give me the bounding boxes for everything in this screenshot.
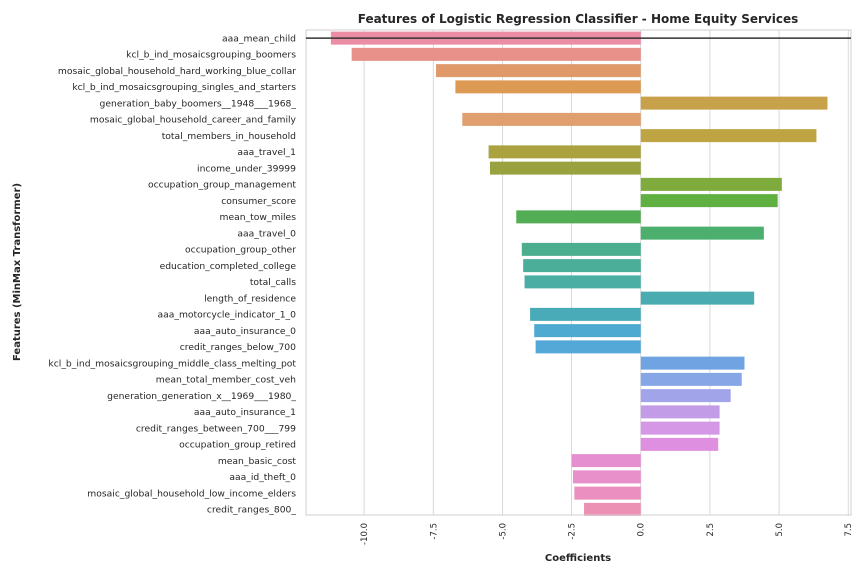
y-tick-label: credit_ranges_800_ — [207, 505, 296, 516]
bar — [462, 112, 641, 126]
y-tick-label: kcl_b_ind_mosaicsgrouping_middle_class_m… — [48, 358, 296, 369]
y-tick-label: length_of_residence — [204, 293, 296, 304]
bar — [640, 405, 720, 419]
y-tick-label: aaa_auto_insurance_0 — [194, 326, 296, 337]
y-tick-label: education_completed_college — [160, 261, 297, 272]
x-axis-label: Coefficients — [545, 553, 611, 564]
bar — [640, 129, 817, 143]
bar — [640, 291, 755, 305]
bar-layer — [330, 31, 828, 516]
y-tick-label: occupation_group_management — [148, 180, 296, 191]
chart-title: Features of Logistic Regression Classifi… — [358, 12, 799, 26]
bar — [640, 356, 745, 370]
bar — [535, 340, 641, 354]
bar — [640, 194, 778, 208]
x-tick-label: 5.0 — [775, 523, 785, 537]
x-tick-label: 2.5 — [706, 523, 716, 537]
y-tick-label: occupation_group_other — [185, 245, 296, 256]
y-tick-label: mosaic_global_household_career_and_famil… — [90, 115, 297, 126]
y-tick-label: mean_total_member_cost_veh — [156, 375, 296, 386]
y-tick-label: credit_ranges_below_700 — [180, 342, 296, 353]
bar — [640, 421, 720, 435]
grid-layer — [363, 30, 849, 515]
bar — [516, 210, 641, 224]
y-tick-label: mean_basic_cost — [218, 456, 297, 467]
bar — [640, 437, 719, 451]
x-tick-label: -10.0 — [360, 523, 370, 545]
y-tick-label: aaa_id_theft_0 — [229, 472, 296, 483]
x-tick-label: -5.0 — [498, 523, 508, 540]
bar — [640, 177, 782, 191]
bar — [640, 226, 764, 240]
y-tick-label: aaa_auto_insurance_1 — [194, 407, 296, 418]
y-tick-label: kcl_b_ind_mosaicsgrouping_boomers — [126, 50, 296, 61]
y-tick-label: mean_tow_miles — [220, 212, 297, 223]
bar — [524, 275, 641, 289]
x-tick-label: 7.5 — [844, 523, 854, 537]
y-tick-labels: aaa_mean_child kcl_b_ind_mosaicsgrouping_… — [48, 33, 296, 515]
y-tick-label: aaa_motorcycle_indicator_1_0 — [157, 310, 296, 321]
y-tick-label: aaa_mean_child — [222, 33, 296, 44]
y-tick-label: aaa_travel_1 — [237, 147, 296, 158]
y-tick-label: consumer_score — [221, 196, 296, 207]
y-axis-label: Features (MinMax Transformer) — [12, 183, 23, 361]
bar — [489, 161, 641, 175]
y-tick-label: occupation_group_retired — [179, 440, 296, 451]
y-tick-label: income_under_39999 — [197, 163, 296, 174]
y-tick-label: aaa_travel_0 — [237, 228, 296, 239]
bar — [584, 502, 641, 516]
bar — [574, 486, 641, 500]
y-tick-label: mosaic_global_household_hard_working_blu… — [58, 66, 296, 77]
bar — [572, 470, 641, 484]
bar — [640, 389, 731, 403]
bar — [351, 47, 641, 61]
bar — [436, 64, 641, 78]
bar — [488, 145, 641, 159]
x-tick-label: -7.5 — [429, 523, 439, 540]
y-tick-label: generation_generation_x__1969___1980_ — [107, 391, 296, 402]
bar — [530, 307, 641, 321]
bar — [521, 242, 641, 256]
y-tick-label: credit_ranges_between_700___799 — [136, 423, 296, 434]
bar — [455, 80, 641, 94]
bar — [534, 324, 641, 338]
y-tick-label: total_calls — [250, 277, 296, 288]
y-tick-label: kcl_b_ind_mosaicsgrouping_singles_and_st… — [72, 82, 296, 93]
bar — [640, 372, 742, 386]
x-tick-label: 0.0 — [637, 523, 647, 537]
bar — [640, 96, 828, 110]
x-tick-labels: -10.0 -7.5 -5.0 -2.5 0.0 2.5 5.0 7.5 — [360, 523, 854, 545]
bar — [523, 259, 641, 273]
x-tick-label: -2.5 — [568, 523, 578, 540]
y-tick-label: mosaic_global_household_low_income_elder… — [87, 488, 296, 499]
y-tick-label: generation_baby_boomers__1948___1968_ — [100, 98, 297, 109]
y-tick-label: total_members_in_household — [162, 131, 296, 142]
bar — [571, 454, 641, 468]
plot-frame — [305, 29, 852, 516]
